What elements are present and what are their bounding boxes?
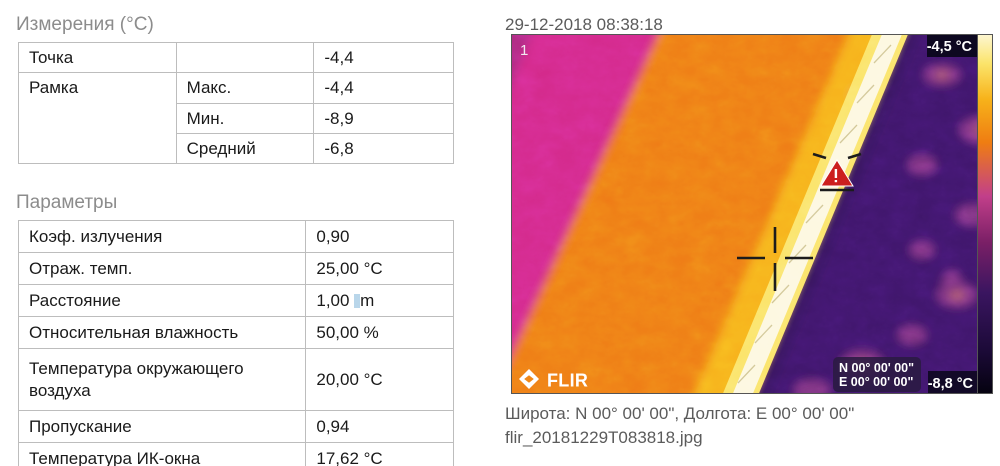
svg-text:-8,8 °C: -8,8 °C [928, 376, 974, 392]
svg-text:1: 1 [520, 42, 528, 59]
svg-text:-4,5 °C: -4,5 °C [927, 39, 973, 55]
svg-text:FLIR: FLIR [547, 371, 588, 391]
svg-text:N 00° 00' 00": N 00° 00' 00" [839, 361, 914, 375]
svg-text:E 00° 00' 00": E 00° 00' 00" [839, 375, 913, 389]
